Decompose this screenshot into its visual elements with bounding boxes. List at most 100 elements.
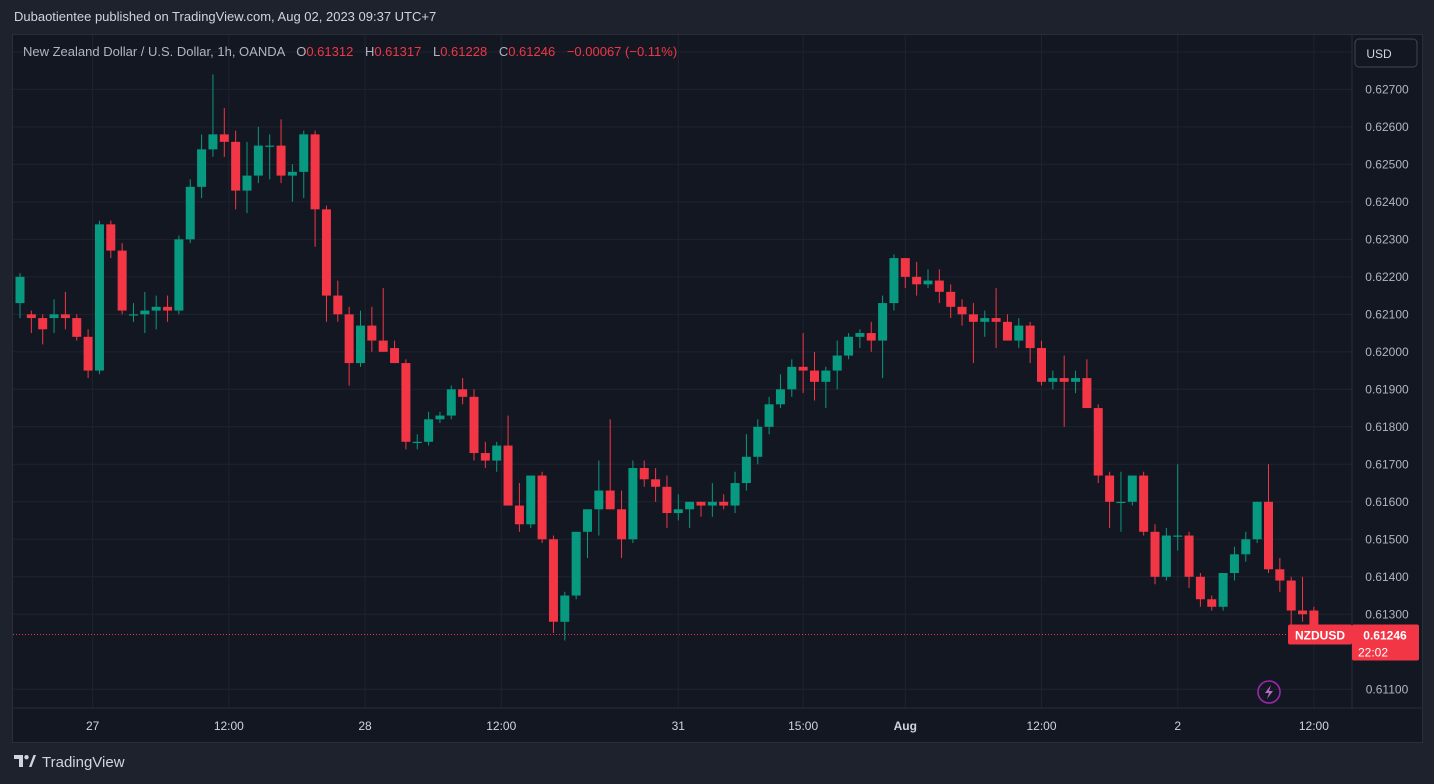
candle-down — [1184, 531, 1194, 589]
time-tick-label: 27 — [86, 719, 100, 733]
candlestick-chart[interactable]: 0.628000.627000.626000.625000.624000.623… — [13, 35, 1422, 742]
candle-body — [1014, 325, 1024, 341]
candle-body — [287, 171, 297, 176]
candle-body — [49, 314, 59, 319]
candle-body — [1173, 535, 1183, 537]
candle-body — [503, 445, 513, 506]
candle-body — [435, 415, 445, 420]
candle-body — [469, 396, 479, 454]
candle-up — [1241, 531, 1251, 562]
legend-high-value: 0.61317 — [374, 44, 421, 59]
candle-body — [741, 456, 751, 484]
price-tag-countdown: 22:02 — [1358, 646, 1388, 660]
candle-body — [401, 363, 411, 442]
candle-up — [253, 126, 263, 184]
candle-down — [378, 288, 388, 352]
candle-down — [117, 243, 127, 315]
legend-close-value: 0.61246 — [508, 44, 555, 59]
candle-up — [560, 591, 570, 641]
candle-down — [1025, 321, 1035, 364]
candle-body — [537, 475, 547, 540]
candle-body — [685, 501, 695, 510]
candle-body — [696, 501, 706, 506]
candle-down — [900, 258, 910, 289]
candle-down — [60, 291, 70, 330]
candle-body — [299, 134, 309, 172]
candle-body — [844, 336, 854, 356]
candle-body — [333, 295, 343, 315]
price-tick-label: 0.61700 — [1365, 457, 1409, 471]
candle-body — [242, 175, 252, 191]
candle-down — [1150, 524, 1160, 585]
candle-up — [1116, 471, 1126, 532]
price-tick-label: 0.62400 — [1365, 195, 1409, 209]
candle-body — [855, 333, 865, 337]
candle-up — [151, 295, 161, 330]
candle-body — [72, 318, 82, 337]
tradingview-logo-icon[interactable] — [14, 754, 36, 771]
chart-frame[interactable]: 0.628000.627000.626000.625000.624000.623… — [12, 34, 1423, 743]
candle-body — [1105, 475, 1115, 502]
candle-down — [26, 310, 36, 334]
price-tick-label: 0.62000 — [1365, 345, 1409, 359]
candle-body — [1082, 378, 1092, 409]
candle-body — [571, 531, 581, 596]
candle-body — [673, 509, 683, 514]
candle-body — [117, 250, 127, 311]
candle-down — [696, 501, 706, 517]
candle-body — [934, 280, 944, 292]
candle-body — [866, 333, 876, 341]
candle-body — [492, 445, 502, 461]
price-tick-label: 0.62100 — [1365, 307, 1409, 321]
candle-up — [821, 366, 831, 409]
candle-up — [1161, 528, 1171, 581]
candle-down — [344, 306, 354, 386]
candle-up — [185, 179, 195, 244]
candle-down — [605, 419, 615, 510]
legend-close-label: C — [499, 44, 508, 59]
candle-body — [912, 276, 922, 285]
candle-body — [560, 595, 570, 622]
price-tick-label: 0.61400 — [1365, 570, 1409, 584]
lightning-icon[interactable] — [1257, 680, 1281, 704]
candle-up — [753, 419, 763, 465]
candle-body — [810, 370, 819, 382]
candle-up — [94, 220, 104, 375]
candle-down — [1002, 314, 1012, 341]
candle-body — [424, 419, 434, 442]
candle-up — [673, 494, 683, 521]
candle-down — [617, 490, 627, 559]
price-tick-label: 0.62200 — [1365, 270, 1409, 284]
candle-up — [1048, 370, 1058, 390]
candle-down — [38, 314, 48, 345]
candle-down — [1139, 471, 1149, 536]
candle-body — [1184, 535, 1194, 577]
candle-down — [1275, 558, 1285, 592]
candle-up — [878, 295, 888, 379]
candle-body — [900, 258, 910, 277]
candle-body — [1059, 378, 1069, 382]
candle-body — [1025, 325, 1035, 349]
candle-body — [878, 303, 888, 341]
candle-up — [1071, 370, 1081, 394]
candle-up — [435, 411, 445, 424]
candle-body — [378, 340, 388, 352]
candle-up — [140, 291, 150, 334]
candle-down — [503, 415, 513, 506]
candle-up — [299, 130, 309, 199]
currency-button[interactable]: USD — [1354, 38, 1418, 68]
legend-low-label: L — [433, 44, 440, 59]
footer-brand[interactable]: TradingView — [42, 754, 125, 771]
candle-down — [1264, 464, 1273, 574]
candle-body — [923, 280, 933, 285]
price-tag: NZDUSD 0.61246 22:02 — [1288, 624, 1419, 661]
candle-up — [265, 134, 275, 180]
candle-body — [583, 509, 592, 532]
candle-body — [94, 224, 104, 371]
candle-down — [1298, 576, 1308, 622]
candle-body — [276, 145, 286, 176]
candle-body — [605, 490, 615, 510]
candle-body — [15, 276, 25, 304]
candle-up — [583, 509, 592, 559]
candle-body — [26, 314, 36, 319]
